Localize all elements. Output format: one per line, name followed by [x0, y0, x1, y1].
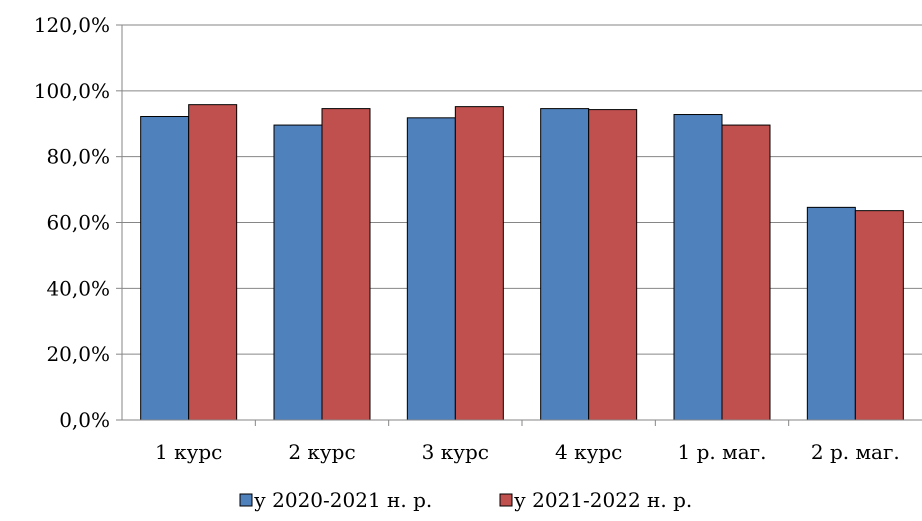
- gridlines: [122, 24, 922, 355]
- bar-series2-5: [721, 124, 771, 421]
- y-tick-label: 80,0%: [46, 145, 110, 169]
- bar-series1-4: [540, 108, 590, 421]
- x-tick-label: 1 р. маг.: [678, 440, 767, 464]
- bar-series1-1: [140, 116, 190, 421]
- x-tick-label: 3 курс: [422, 440, 489, 464]
- bar-series2-2: [321, 108, 371, 421]
- legend-label-series1: у 2020-2021 н. р.: [254, 488, 432, 512]
- legend-label-series2: у 2021-2022 н. р.: [514, 488, 692, 512]
- bar-series2-4: [588, 109, 638, 421]
- y-tick-labels: 0,0% 20,0% 40,0% 60,0% 80,0% 100,0% 120,0%: [34, 13, 110, 432]
- y-tick-label: 100,0%: [34, 79, 110, 103]
- legend: у 2020-2021 н. р. у 2021-2022 н. р.: [239, 488, 692, 512]
- bar-series1-2: [273, 124, 323, 421]
- bar-series1-5: [673, 114, 723, 421]
- bars: [140, 104, 904, 421]
- y-tick-label: 0,0%: [59, 408, 110, 432]
- bar-series1-3: [406, 117, 456, 421]
- axes: [116, 24, 922, 426]
- bar-series2-3: [454, 106, 504, 421]
- y-tick-label: 20,0%: [46, 342, 110, 366]
- y-tick-label: 120,0%: [34, 13, 110, 37]
- x-tick-label: 4 курс: [555, 440, 622, 464]
- bar-series1-6: [806, 206, 856, 421]
- x-tick-label: 2 р. маг.: [811, 440, 900, 464]
- x-tick-label: 2 курс: [288, 440, 355, 464]
- y-tick-label: 40,0%: [46, 276, 110, 300]
- x-tick-label: 1 курс: [155, 440, 222, 464]
- legend-swatch-series1: [239, 493, 253, 507]
- bar-series2-6: [854, 210, 904, 421]
- x-tick-labels: 1 курс 2 курс 3 курс 4 курс 1 р. маг. 2 р. ма…: [155, 440, 900, 464]
- bar-series2-1: [188, 104, 238, 421]
- y-tick-label: 60,0%: [46, 211, 110, 235]
- legend-swatch-series2: [499, 493, 513, 507]
